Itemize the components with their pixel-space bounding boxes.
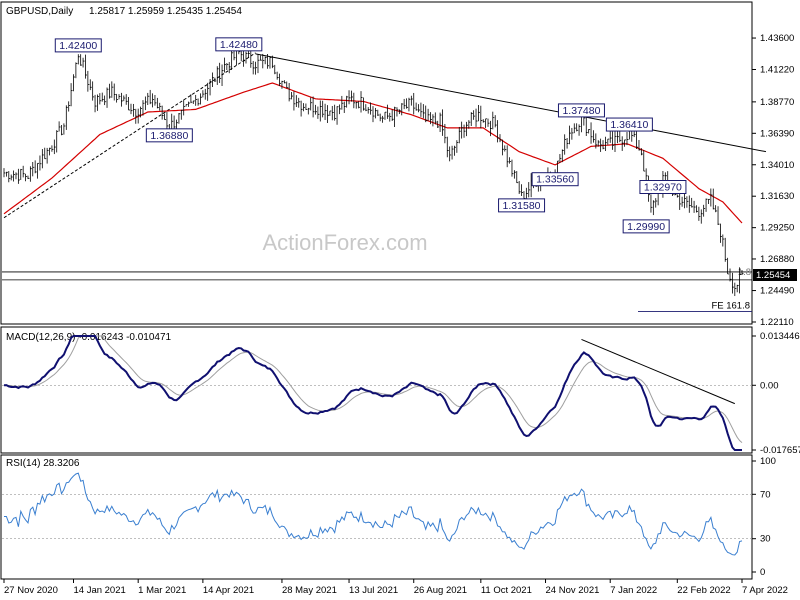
price-annotations: 1.42400 1.42480 1.36880 1.37480 1.36410 1.335… — [54, 37, 687, 234]
x-tick-label: 11 Oct 2021 — [481, 585, 532, 596]
macd-trendline — [581, 339, 736, 405]
macd-lines — [3, 335, 743, 451]
macd-tick-label: 0.00 — [760, 380, 779, 391]
watermark: ActionForex.com — [262, 230, 427, 255]
price-tick-label: 1.29250 — [760, 223, 794, 234]
rsi-tick-label: 0 — [760, 567, 765, 578]
rsi-tick-label: 30 — [760, 534, 771, 545]
annotation-label: 1.37480 — [562, 105, 600, 117]
moving-average-line — [3, 82, 743, 224]
macd-title: MACD(12,26,9) -0.016243 -0.010471 — [6, 332, 172, 343]
x-tick-label: 24 Nov 2021 — [546, 585, 600, 596]
annotation-label: 1.36410 — [610, 119, 648, 131]
annotation-box — [215, 37, 263, 52]
chart-symbol: GBPUSD,Daily — [6, 6, 73, 17]
annotation-label: 1.29990 — [627, 221, 665, 233]
x-tick-label: 26 Aug 2021 — [414, 585, 467, 596]
current-price-tag — [753, 269, 797, 281]
rsi-panel-frame — [0, 454, 753, 580]
rsi-tick-label: 100 — [760, 456, 776, 467]
price-panel-frame — [0, 1, 753, 325]
price-tick-label: 1.26880 — [760, 254, 794, 265]
macd-axis: 0.013446 0.00 -0.017657 — [2, 331, 800, 456]
current-price-label: 1.25454 — [756, 270, 790, 281]
rsi-line — [4, 472, 743, 556]
x-tick-label: 1 Mar 2021 — [138, 585, 186, 596]
macd-main-line — [3, 335, 742, 451]
price-bars — [3, 42, 744, 297]
rsi-axis: 100 70 30 0 — [2, 456, 776, 578]
rsi-title: RSI(14) 28.3206 — [6, 458, 80, 469]
trendline-up — [3, 52, 256, 219]
x-tick-label: 13 Jul 2021 — [349, 585, 398, 596]
price-tick-label: 1.22110 — [760, 317, 794, 328]
fib-label: FE 161.8 — [711, 301, 750, 312]
annotation-label: 1.31580 — [503, 200, 541, 212]
price-tick-label: 1.31630 — [760, 191, 794, 202]
macd-tick-label: 0.013446 — [760, 331, 800, 342]
x-tick-label: 7 Jan 2022 — [610, 585, 657, 596]
price-tick-label: 1.34010 — [760, 160, 794, 171]
x-tick-label: 14 Apr 2021 — [203, 585, 254, 596]
annotation-box — [54, 38, 102, 53]
trendline-down — [255, 53, 767, 153]
x-axis: 27 Nov 2020 14 Jan 2021 1 Mar 2021 14 Apr 2… — [3, 579, 788, 596]
annotation-label: 1.42480 — [220, 39, 258, 51]
price-tick-label: 1.24490 — [760, 286, 794, 297]
x-tick-label: 27 Nov 2020 — [4, 585, 58, 596]
annotation-label: 1.42400 — [59, 40, 97, 52]
price-axis: 1.43600 1.41220 1.38770 1.36390 1.34010 1.316… — [752, 33, 794, 328]
annotation-label: 1.33560 — [536, 174, 574, 186]
price-tick-label: 1.41220 — [760, 64, 794, 75]
annotation-box — [605, 117, 653, 132]
price-tick-label: 1.38770 — [760, 97, 794, 108]
annotation-box — [639, 180, 687, 195]
annotation-box — [498, 198, 546, 213]
rsi-tick-label: 70 — [760, 489, 771, 500]
price-tick-label: 1.43600 — [760, 33, 794, 44]
rsi-lines — [4, 472, 743, 556]
x-tick-label: 14 Jan 2021 — [73, 585, 125, 596]
annotation-box — [622, 219, 670, 234]
x-tick-label: 22 Feb 2022 — [677, 585, 730, 596]
macd-panel-frame — [0, 326, 753, 454]
x-tick-label: 28 May 2021 — [282, 585, 337, 596]
annotation-box — [531, 172, 579, 187]
chart-ohlc: 1.25817 1.25959 1.25435 1.25454 — [89, 6, 242, 17]
macd-tick-label: -0.017657 — [760, 445, 800, 456]
price-tick-label: 1.36390 — [760, 128, 794, 139]
price-overlays: FE 161.8 1.8 — [2, 52, 767, 312]
fib-label-partial: 1.8 — [738, 267, 751, 278]
x-tick-label: 7 Apr 2022 — [742, 585, 788, 596]
annotation-box — [145, 128, 193, 143]
annotation-label: 1.32970 — [644, 182, 682, 194]
annotation-label: 1.36880 — [150, 130, 188, 142]
annotation-box — [557, 103, 605, 118]
